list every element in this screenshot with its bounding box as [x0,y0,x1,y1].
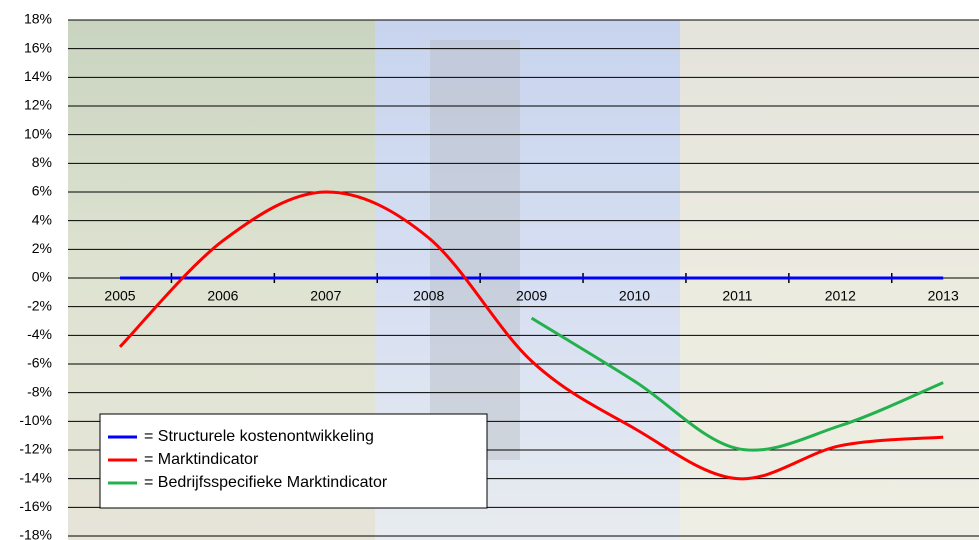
legend-label: = Marktindicator [144,451,259,468]
y-tick-label: 8% [32,154,52,170]
legend-label: = Bedrijfsspecifieke Marktindicator [144,474,388,491]
x-tick-label: 2011 [722,288,752,304]
legend-label: = Structurele kostenontwikkeling [144,428,374,445]
y-tick-label: 18% [24,11,52,27]
x-tick-label: 2013 [928,288,959,304]
y-tick-label: 2% [32,240,52,256]
series-line [530,316,944,452]
y-tick-label: 6% [32,183,52,199]
x-tick-label: 2007 [310,288,341,304]
background-photo [680,20,979,540]
y-tick-label: 4% [32,211,52,227]
legend: = Structurele kostenontwikkeling = Markti… [108,428,388,491]
y-tick-label: -18% [19,527,52,540]
lines [118,190,944,481]
x-tick-label: 2005 [104,288,135,304]
labels: -18% -16% -14% -12% -10% -8% -6% -4% -2% 0% 2% 4% 6%… [19,11,959,540]
x-tick-label: 2006 [207,288,238,304]
series-line [118,190,944,481]
legend-box [99,413,488,509]
y-tick-label: 10% [24,125,52,141]
y-tick-label: 0% [32,269,52,285]
y-tick-label: -10% [19,412,52,428]
x-tick-label: 2008 [413,288,444,304]
y-tick-label: -12% [19,441,52,457]
y-tick-label: -8% [27,383,52,399]
x-tick-label: 2012 [825,288,856,304]
x-tick-label: 2009 [516,288,547,304]
y-tick-label: -6% [27,355,52,371]
y-tick-label: -16% [19,498,52,514]
y-tick-label: -2% [27,297,52,313]
y-tick-label: -14% [19,469,52,485]
background-building [430,40,520,460]
x-tick-label: 2010 [619,288,650,304]
y-tick-label: 16% [24,39,52,55]
y-tick-label: 14% [24,68,52,84]
y-tick-label: -4% [27,326,52,342]
y-tick-label: 12% [24,97,52,113]
